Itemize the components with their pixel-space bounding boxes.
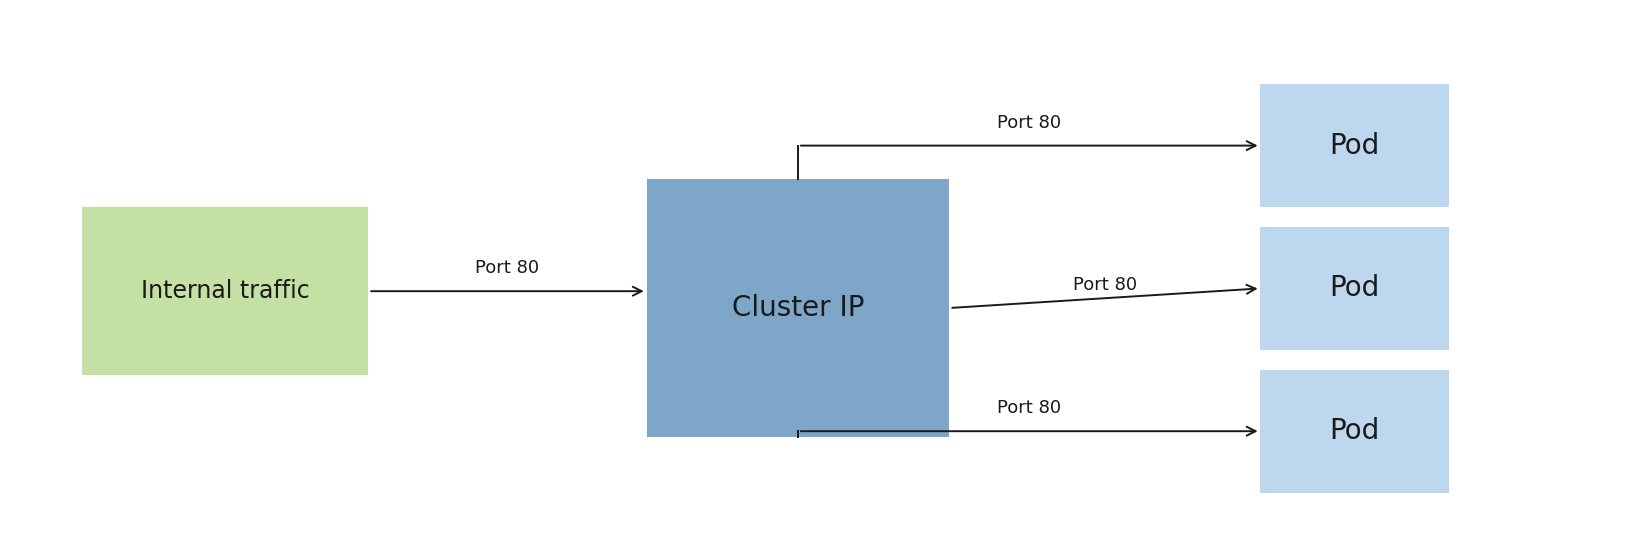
- FancyBboxPatch shape: [647, 179, 949, 437]
- Text: Pod: Pod: [1329, 417, 1380, 445]
- FancyBboxPatch shape: [1260, 370, 1449, 493]
- Text: Port 80: Port 80: [475, 259, 540, 277]
- Text: Pod: Pod: [1329, 132, 1380, 160]
- Text: Port 80: Port 80: [997, 399, 1061, 417]
- FancyBboxPatch shape: [82, 207, 368, 375]
- FancyBboxPatch shape: [1260, 84, 1449, 207]
- Text: Internal traffic: Internal traffic: [141, 279, 309, 303]
- Text: Port 80: Port 80: [1072, 276, 1138, 294]
- FancyBboxPatch shape: [1260, 227, 1449, 350]
- Text: Pod: Pod: [1329, 274, 1380, 302]
- Text: Cluster IP: Cluster IP: [732, 294, 864, 322]
- Text: Port 80: Port 80: [997, 114, 1061, 132]
